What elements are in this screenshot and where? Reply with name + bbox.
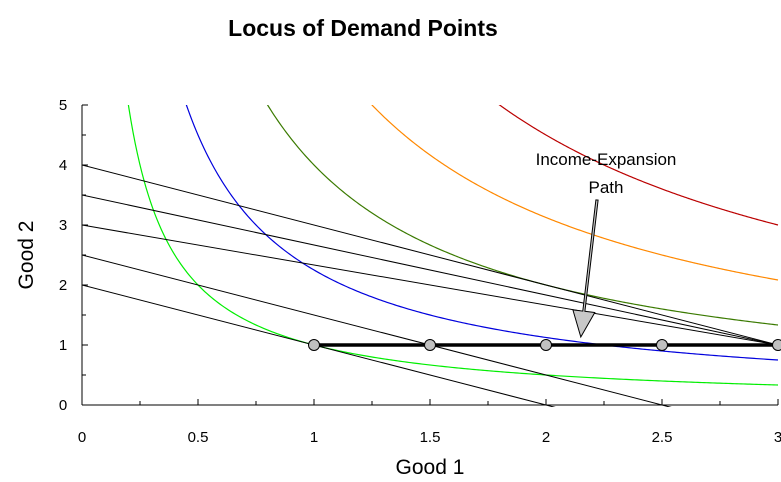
tick-labels: 0 0.5 1 1.5 2 2.5 3 0 1 2 3 4 5 bbox=[59, 97, 781, 446]
x-tick-label: 2 bbox=[542, 429, 550, 446]
demand-point bbox=[540, 339, 552, 351]
y-tick-label: 5 bbox=[59, 97, 67, 114]
indifference-curve bbox=[498, 105, 779, 226]
y-tick-label: 0 bbox=[59, 397, 67, 414]
indifference-curve bbox=[185, 105, 779, 361]
annotation-line-2: Path bbox=[589, 178, 624, 197]
annotation-arrow-icon bbox=[572, 199, 599, 339]
annotation: Income-Expansion Path bbox=[536, 150, 677, 339]
y-tick-label: 3 bbox=[59, 217, 67, 234]
expansion-path bbox=[308, 339, 781, 351]
x-tick-label: 1.5 bbox=[420, 429, 441, 446]
indifference-curve bbox=[371, 105, 779, 281]
y-tick-label: 2 bbox=[59, 277, 67, 294]
x-tick-label: 2.5 bbox=[652, 429, 673, 446]
budget-line bbox=[82, 284, 556, 407]
chart-title: Locus of Demand Points bbox=[228, 15, 498, 41]
budget-line bbox=[82, 224, 779, 346]
indifference-curve bbox=[266, 105, 779, 326]
budget-line bbox=[82, 194, 779, 346]
demand-point bbox=[424, 339, 436, 351]
x-tick-label: 1 bbox=[310, 429, 318, 446]
y-axis-label: Good 2 bbox=[15, 221, 38, 290]
demand-point bbox=[308, 339, 320, 351]
indifference-curve bbox=[127, 105, 779, 386]
indifference-curves bbox=[127, 105, 779, 386]
demand-point bbox=[772, 339, 781, 351]
x-tick-label: 3 bbox=[774, 429, 781, 446]
y-tick-label: 4 bbox=[59, 157, 67, 174]
ticks bbox=[81, 104, 779, 406]
x-tick-label: 0 bbox=[78, 429, 86, 446]
budget-line bbox=[82, 164, 779, 346]
x-axis-label: Good 1 bbox=[396, 456, 465, 479]
annotation-line-1: Income-Expansion bbox=[536, 150, 677, 169]
y-tick-label: 1 bbox=[59, 337, 67, 354]
x-tick-label: 0.5 bbox=[188, 429, 209, 446]
demand-point bbox=[656, 339, 668, 351]
